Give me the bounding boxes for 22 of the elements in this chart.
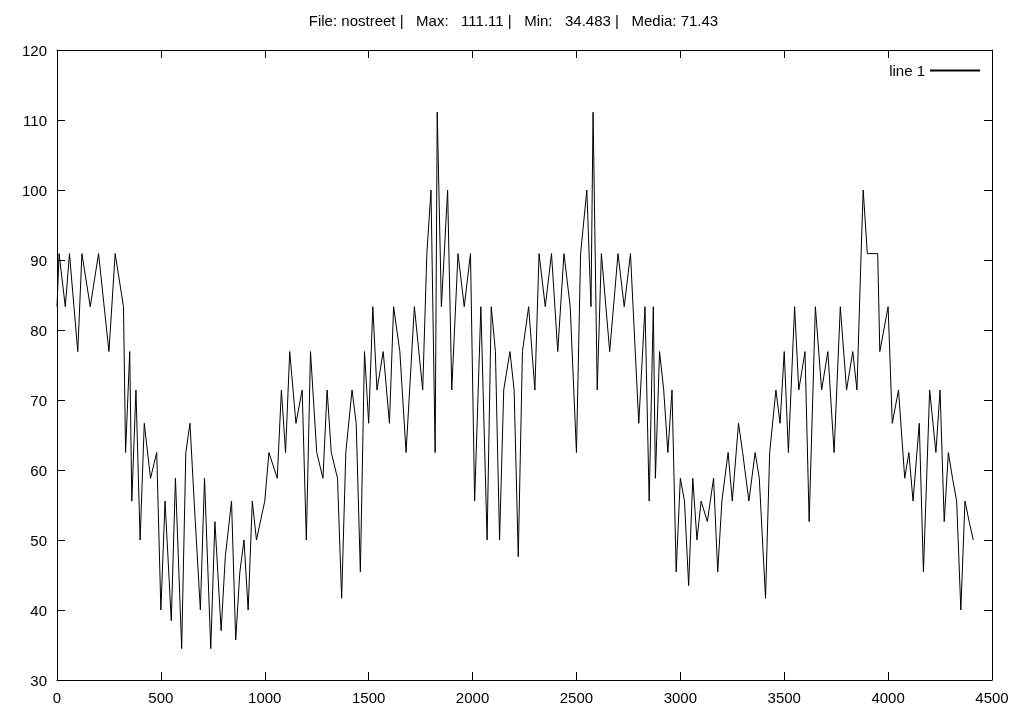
y-tick-label: 50 <box>30 531 47 549</box>
x-tick-label: 1500 <box>351 689 386 706</box>
y-tick-label: 90 <box>30 251 47 269</box>
x-tick-label: 500 <box>148 689 174 706</box>
y-tick-label: 120 <box>21 41 47 59</box>
y-tick-label: 30 <box>30 671 47 689</box>
x-tick-label: 1000 <box>248 689 282 706</box>
chart-title: File: nostreet | Max: 111.11 | Min: 34.483 | Media: 71.43 <box>308 12 719 29</box>
x-tick-label: 4500 <box>975 689 1009 706</box>
x-tick-label: 2000 <box>455 689 490 706</box>
legend-label: line 1 <box>889 62 925 79</box>
y-tick-label: 80 <box>30 321 47 339</box>
y-tick-label: 40 <box>30 601 47 619</box>
y-tick-label: 60 <box>30 461 47 479</box>
x-tick-label: 3000 <box>663 689 698 706</box>
y-tick-label: 70 <box>30 391 47 409</box>
x-tick-label: 2500 <box>559 689 594 706</box>
y-tick-label: 100 <box>21 181 47 199</box>
x-tick-label: 0 <box>52 689 62 706</box>
y-tick-label: 110 <box>23 111 47 129</box>
x-tick-label: 3500 <box>767 689 801 706</box>
x-tick-label: 4000 <box>871 689 905 706</box>
